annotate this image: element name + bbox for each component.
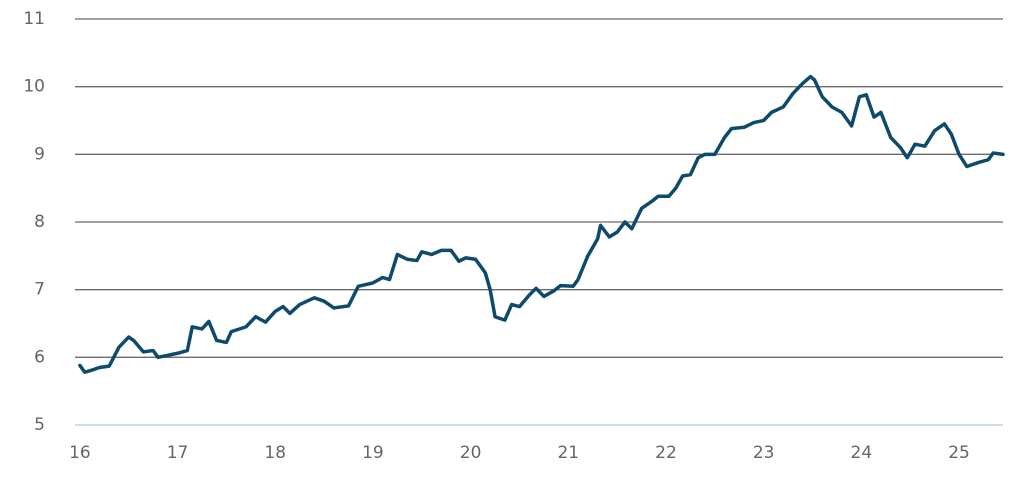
y-tick-label: 10 xyxy=(23,77,45,97)
y-tick-label: 5 xyxy=(34,415,45,435)
x-tick-label: 19 xyxy=(362,443,384,463)
y-tick-label: 9 xyxy=(34,144,45,164)
line xyxy=(78,74,1005,374)
x-tick-label: 16 xyxy=(69,443,91,463)
x-tick-label: 18 xyxy=(264,443,286,463)
x-tick-label: 17 xyxy=(167,443,189,463)
x-tick-label: 21 xyxy=(557,443,579,463)
y-tick-label: 6 xyxy=(34,347,45,367)
y-tick-label: 7 xyxy=(34,280,45,300)
x-tick-label: 25 xyxy=(948,443,970,463)
x-tick-label: 24 xyxy=(851,443,873,463)
x-tick-label: 23 xyxy=(753,443,775,463)
x-tick-label: 20 xyxy=(460,443,482,463)
y-tick-label: 11 xyxy=(23,9,45,29)
y-tick-label: 8 xyxy=(34,212,45,232)
x-tick-label: 22 xyxy=(655,443,677,463)
